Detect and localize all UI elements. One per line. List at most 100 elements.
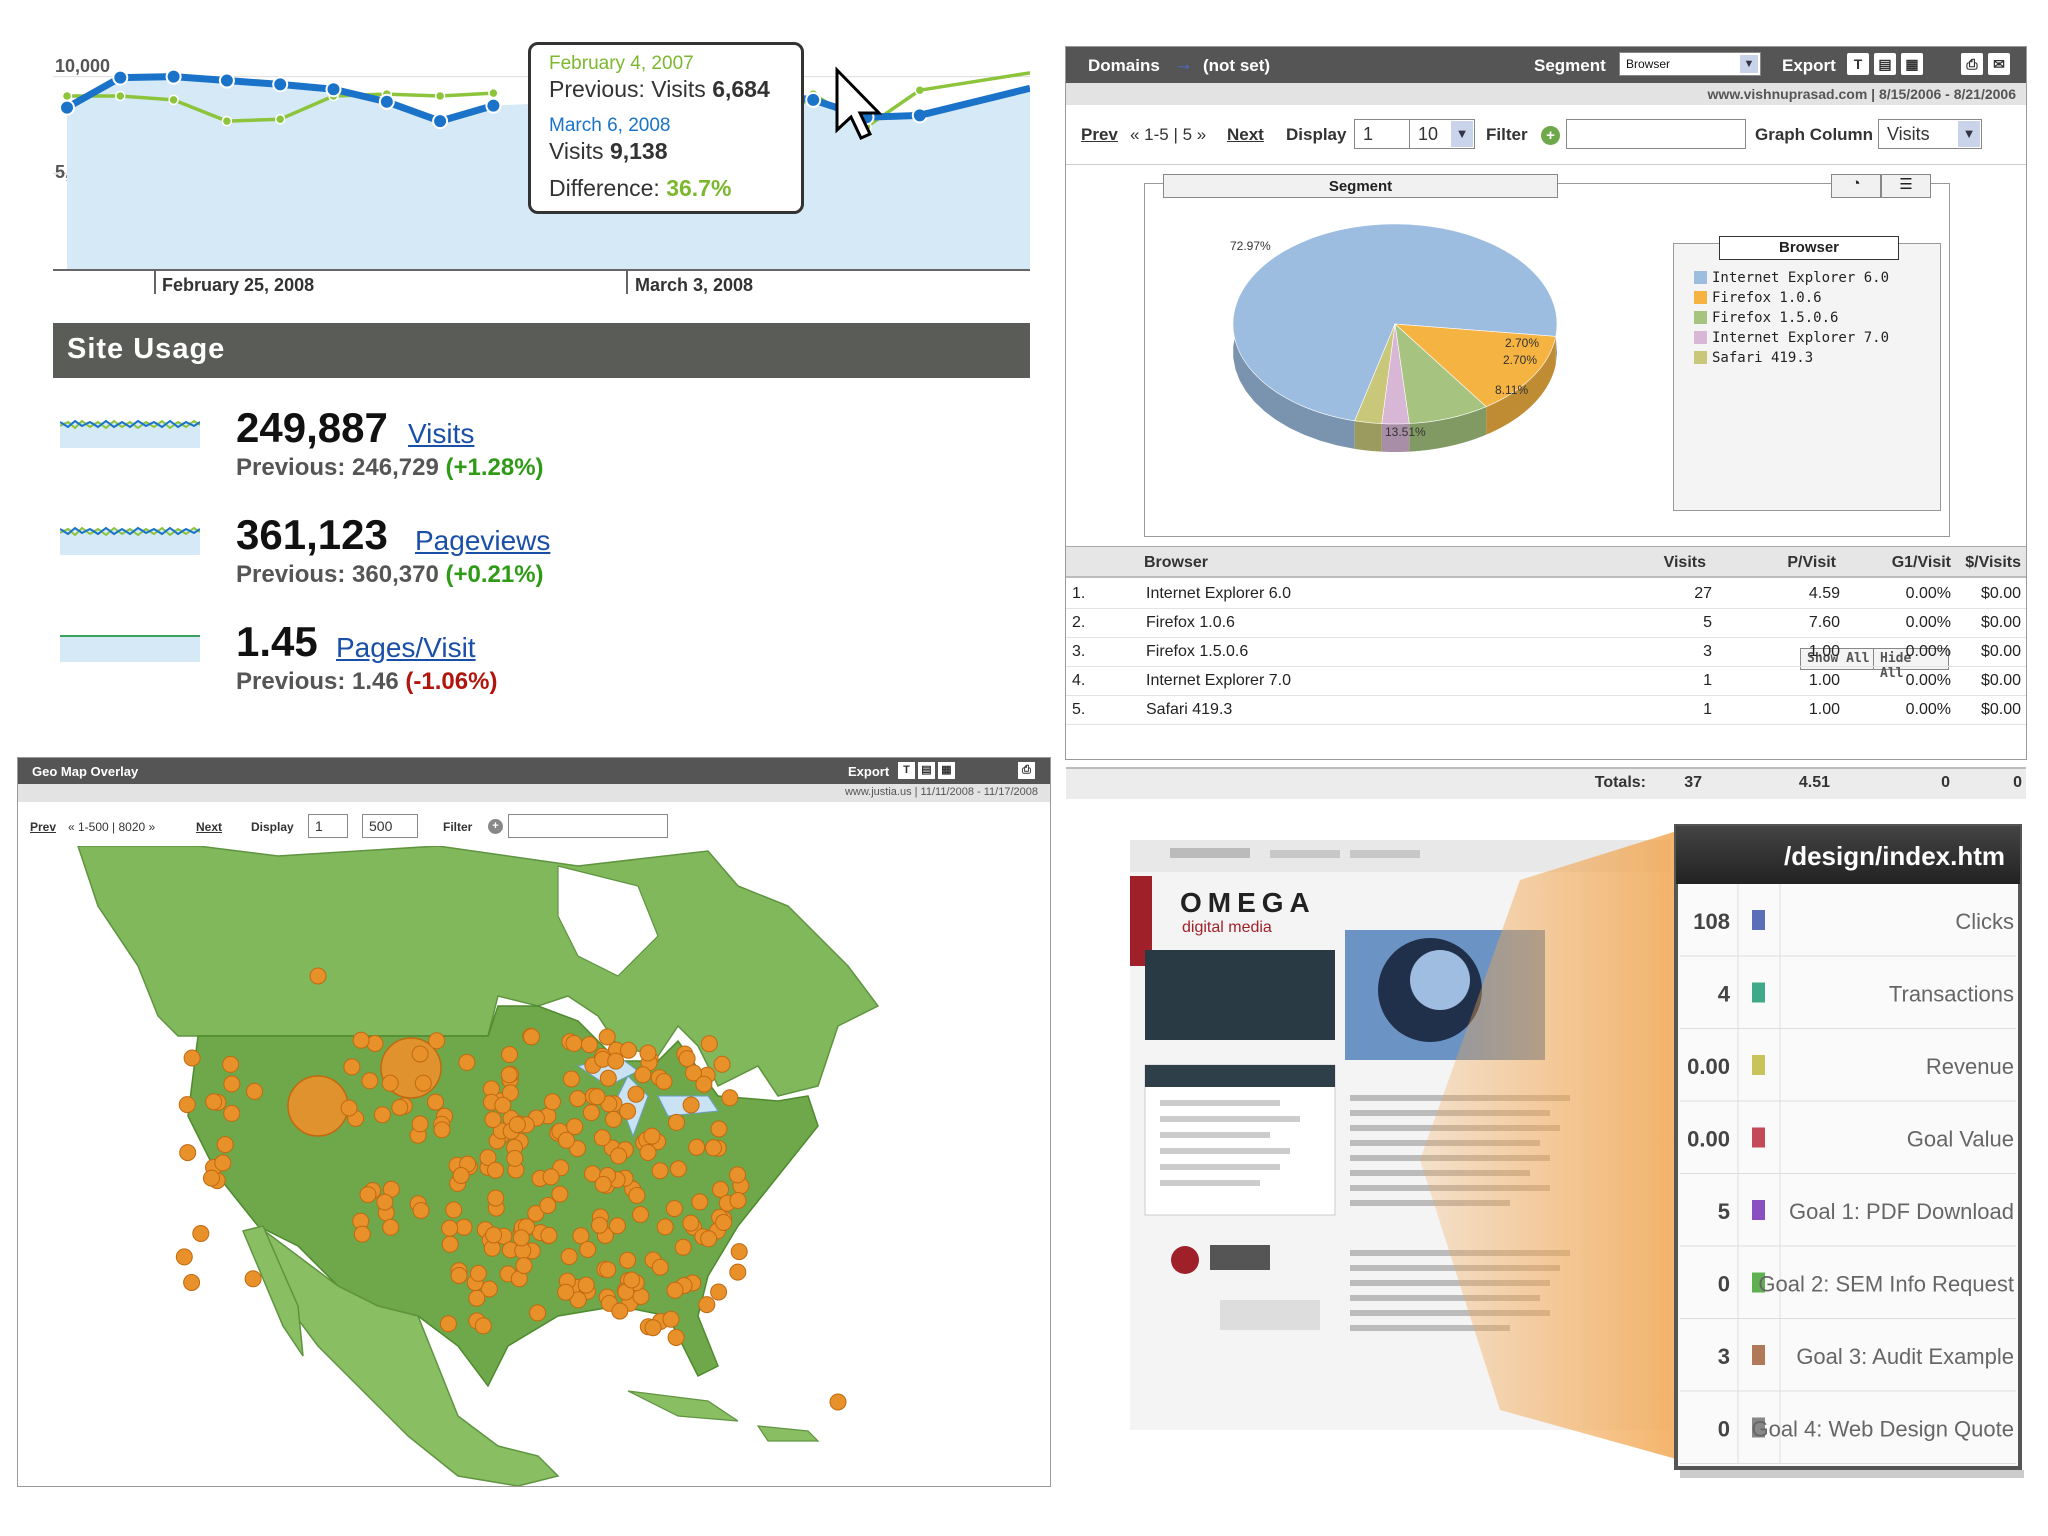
previous-point[interactable]	[488, 87, 499, 99]
visitor-bubble[interactable]	[512, 1229, 530, 1247]
visitor-bubble[interactable]	[611, 1302, 629, 1320]
overlay-metric-row[interactable]: 0 Goal 4: Web Design Quote	[1676, 1391, 2020, 1464]
row-browser[interactable]: Safari 419.3	[1146, 701, 1233, 718]
visitor-bubble[interactable]	[487, 1161, 504, 1179]
pie-slice[interactable]	[1354, 323, 1396, 424]
legend-item[interactable]: Firefox 1.0.6	[1694, 290, 1822, 306]
row-browser[interactable]: Internet Explorer 7.0	[1146, 672, 1291, 689]
visitor-bubble[interactable]	[730, 1243, 748, 1261]
visitor-bubble[interactable]	[216, 1136, 234, 1154]
next-link[interactable]: Next	[1227, 125, 1264, 144]
visitor-bubble[interactable]	[479, 1149, 497, 1167]
visitor-bubble[interactable]	[599, 1261, 617, 1279]
visitor-bubble[interactable]	[487, 1189, 505, 1207]
visitor-bubble[interactable]	[639, 1044, 657, 1062]
pie-slice[interactable]	[1232, 223, 1558, 422]
current-point[interactable]	[272, 76, 289, 93]
visitor-bubble[interactable]	[700, 1035, 718, 1053]
visitor-bubble[interactable]	[439, 1315, 457, 1333]
bar-view-toggle-icon[interactable]: ☰	[1881, 174, 1931, 198]
visitor-bubble[interactable]	[359, 1186, 377, 1204]
previous-point[interactable]	[221, 115, 233, 127]
visitor-bubble[interactable]	[566, 1118, 584, 1136]
visitor-bubble[interactable]	[527, 1205, 545, 1222]
visitor-bubble[interactable]	[222, 1055, 240, 1073]
email-icon[interactable]: ✉	[1988, 53, 2010, 75]
pageviews-link[interactable]: Pageviews	[415, 525, 551, 556]
export-text-icon[interactable]: T	[1847, 53, 1869, 75]
visitor-bubble[interactable]	[685, 1064, 702, 1082]
visitor-bubble[interactable]	[179, 1144, 197, 1162]
visitor-bubble[interactable]	[376, 1193, 394, 1211]
visitor-bubble[interactable]	[620, 1041, 637, 1059]
overlay-metric-row[interactable]: 0.00 Revenue	[1676, 1029, 2020, 1102]
table-row[interactable]: 1. Internet Explorer 6.0 27 4.59 0.00% $0.00	[1066, 580, 2026, 609]
visitor-bubble[interactable]	[729, 1166, 746, 1184]
visitor-bubble[interactable]	[572, 1227, 590, 1245]
visitor-bubble[interactable]	[501, 1046, 518, 1063]
visitor-bubble[interactable]	[366, 1035, 384, 1052]
visitor-bubble[interactable]	[698, 1296, 716, 1314]
visitor-bubble[interactable]	[540, 1226, 558, 1244]
visitor-bubble[interactable]	[455, 1218, 473, 1236]
visitor-bubble[interactable]	[205, 1093, 223, 1111]
visitor-bubble[interactable]	[628, 1186, 646, 1204]
visitor-bubble[interactable]	[340, 1099, 358, 1117]
pages-per-visit-link[interactable]: Pages/Visit	[336, 632, 476, 663]
visitor-bubble[interactable]	[623, 1271, 641, 1289]
visitor-bubble[interactable]	[588, 1088, 606, 1106]
visitor-bubble[interactable]	[183, 1049, 201, 1067]
visitor-bubble[interactable]	[715, 1214, 733, 1231]
visitor-bubble[interactable]	[729, 1192, 747, 1209]
visitor-bubble[interactable]	[634, 1066, 652, 1084]
row-browser[interactable]: Firefox 1.5.0.6	[1146, 643, 1249, 660]
visitor-bubble[interactable]	[580, 1036, 598, 1054]
visitor-bubble[interactable]	[666, 1281, 684, 1299]
visitor-bubble[interactable]	[710, 1283, 728, 1301]
visitor-bubble[interactable]	[515, 1257, 533, 1275]
visitor-bubble[interactable]	[361, 1072, 379, 1090]
visitor-bubble[interactable]	[539, 1197, 557, 1214]
visitor-bubble[interactable]	[223, 1104, 241, 1122]
visitor-bubble[interactable]	[469, 1264, 487, 1282]
print-icon[interactable]: ⎙	[1018, 762, 1035, 779]
current-point[interactable]	[112, 69, 129, 86]
visitor-bubble[interactable]	[695, 1075, 713, 1093]
visitor-bubble[interactable]	[203, 1169, 220, 1187]
visitor-bubble[interactable]	[710, 1120, 728, 1138]
visitor-bubble[interactable]	[382, 1218, 400, 1236]
visitor-bubble[interactable]	[669, 1160, 687, 1178]
geo-next-link[interactable]: Next	[196, 820, 223, 834]
geo-display-start[interactable]: 1	[308, 814, 348, 838]
col-browser[interactable]: Browser	[1144, 554, 1209, 571]
visitor-bubble[interactable]	[582, 1104, 600, 1122]
visitor-bubble[interactable]	[639, 1144, 657, 1161]
visitor-bubble[interactable]	[412, 1202, 430, 1219]
visitor-bubble[interactable]	[557, 1283, 575, 1301]
visitor-bubble[interactable]	[829, 1393, 847, 1411]
visitor-bubble[interactable]	[627, 1085, 645, 1103]
visitor-bubble[interactable]	[594, 1175, 612, 1193]
legend-item[interactable]: Internet Explorer 7.0	[1694, 330, 1889, 346]
visitor-bubble[interactable]	[665, 1200, 683, 1218]
visitor-bubble[interactable]	[494, 1096, 512, 1114]
visitor-bubble[interactable]	[353, 1225, 371, 1243]
visitor-bubble[interactable]	[178, 1096, 196, 1114]
export-csv-icon[interactable]: ▤	[1874, 53, 1896, 75]
overlay-metric-row[interactable]: 5 Goal 1: PDF Download	[1676, 1174, 2020, 1247]
visitor-bubble[interactable]	[544, 1093, 561, 1111]
visitor-bubble[interactable]	[309, 967, 327, 985]
visitor-bubble[interactable]	[480, 1280, 498, 1298]
visits-link[interactable]: Visits	[408, 418, 475, 449]
visitor-bubble[interactable]	[175, 1248, 193, 1266]
visitor-bubble[interactable]	[667, 1329, 685, 1346]
current-point[interactable]	[432, 113, 449, 130]
breadcrumb-domains[interactable]: Domains	[1088, 56, 1160, 75]
visitor-bubble[interactable]	[674, 1238, 692, 1256]
export-csv-icon[interactable]: ▤	[918, 762, 935, 779]
geo-filter-input[interactable]	[508, 814, 668, 838]
visitor-bubble[interactable]	[607, 1052, 625, 1070]
visitor-bubble[interactable]	[605, 1110, 622, 1128]
col-visits[interactable]: Visits	[1663, 554, 1706, 571]
visitor-bubble[interactable]	[682, 1214, 700, 1232]
